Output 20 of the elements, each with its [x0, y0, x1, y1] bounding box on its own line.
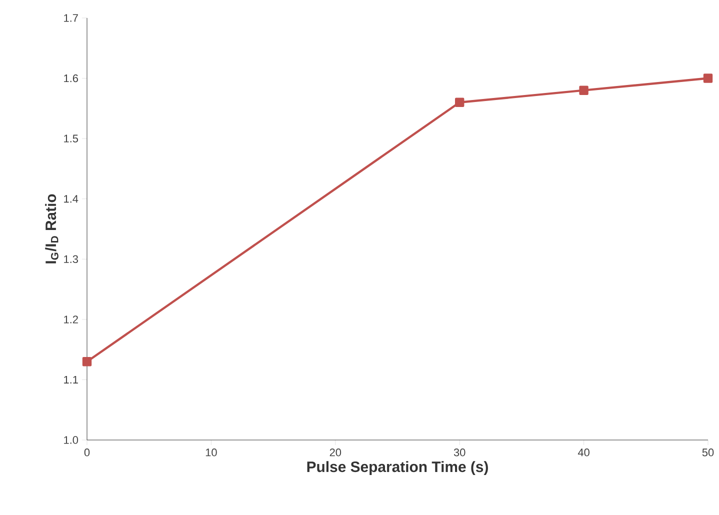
- x-tick-label: 30: [454, 448, 466, 456]
- point: [579, 86, 588, 95]
- y-tick-label: 1.3: [64, 255, 78, 264]
- point: [703, 74, 713, 83]
- x-tick-label: 40: [578, 448, 590, 456]
- x-tick-label: 10: [206, 448, 217, 456]
- y-tick-label: 1.7: [64, 14, 78, 22]
- y-tick-label: 1.5: [64, 134, 78, 142]
- x-tick-label: 50: [702, 448, 714, 456]
- x-tick-label: 0: [84, 448, 90, 456]
- y-tick-label: 1.4: [64, 195, 78, 203]
- x-axis-title: Pulse Separation Time (s): [307, 461, 488, 476]
- x-tick-label: 20: [330, 448, 342, 456]
- y-tick-label: 1.6: [64, 74, 78, 82]
- point: [82, 357, 92, 366]
- point: [455, 98, 464, 107]
- y-tick-label: 1.2: [64, 316, 78, 324]
- y-tick-label: 1.1: [64, 376, 78, 384]
- y-axis-title: I$_{G}$/I$_{D}$ Ratio: [45, 194, 58, 264]
- y-tick-label: 1.0: [64, 436, 78, 444]
